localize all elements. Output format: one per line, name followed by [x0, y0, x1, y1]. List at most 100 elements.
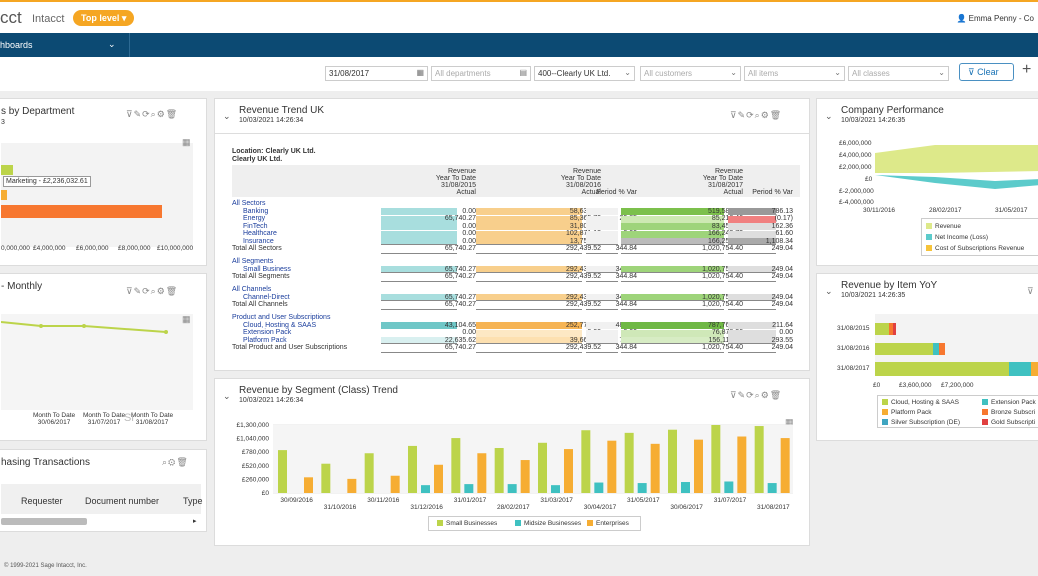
- report-value: 249.04: [771, 301, 793, 308]
- heat-cell: [728, 329, 776, 337]
- report-value: 519,587.89: [707, 207, 743, 215]
- report-row-label[interactable]: Cloud, Hosting & SAAS: [243, 321, 317, 329]
- report-value: 65,740.27: [444, 273, 476, 280]
- report-row-label[interactable]: Extension Pack: [243, 329, 292, 336]
- report-row-label[interactable]: Channel-Direct: [243, 293, 290, 301]
- chevron-down-icon[interactable]: ⌄: [223, 391, 231, 401]
- legend-swatch: [982, 399, 988, 406]
- classes-filter-value: All classes: [852, 69, 890, 78]
- report-row-label[interactable]: Small Business: [243, 265, 291, 273]
- bar-0-8: [624, 432, 634, 493]
- column-header[interactable]: Type: [183, 496, 203, 506]
- panel-tools[interactable]: ⌕⚙🗑: [162, 457, 189, 467]
- product-name: Intacct: [32, 13, 65, 25]
- heat-cell: [476, 238, 582, 245]
- panel-tools[interactable]: ⊽✎⟳⌕⚙🗑: [126, 286, 179, 296]
- report-value: 0.00: [462, 237, 476, 245]
- user-menu[interactable]: 👤 Emma Penny - Co: [956, 14, 1034, 23]
- customers-filter[interactable]: All customers ⌄: [640, 66, 741, 81]
- list-icon: ▤: [519, 68, 527, 77]
- chevron-right-icon[interactable]: ▸: [193, 518, 197, 525]
- bar-0-5: [494, 448, 504, 493]
- legend-item[interactable]: Net Income (Loss): [926, 234, 988, 241]
- legend-item[interactable]: Silver Subscription (DE): [882, 419, 960, 426]
- report-row-label[interactable]: FinTech: [243, 222, 268, 230]
- report-row-label[interactable]: Banking: [243, 207, 269, 215]
- chevron-down-icon[interactable]: ⌄: [223, 111, 231, 121]
- panel-tools[interactable]: ⊽✎⟳⌕⚙🗑: [730, 390, 783, 400]
- report-row-label[interactable]: Healthcare: [243, 230, 277, 237]
- panel-tools[interactable]: ⊽✎⟳⌕⚙🗑: [126, 109, 179, 119]
- column-header[interactable]: Document number: [85, 496, 160, 506]
- clear-filters-button[interactable]: ⊽ Clear: [959, 63, 1014, 81]
- bar-2-1: [347, 478, 357, 493]
- y-tick: 31/08/2015: [837, 325, 870, 332]
- location-filter[interactable]: 400--Clearly UK Ltd. ⌄: [534, 66, 635, 81]
- chart-menu-icon[interactable]: ▦: [182, 314, 191, 324]
- report-value: 292,439.52: [565, 265, 601, 273]
- legend-item[interactable]: Midsize Businesses: [515, 520, 581, 527]
- panel-tools[interactable]: ⊽✎⟳⌕⚙🗑: [730, 110, 783, 120]
- legend-item[interactable]: Revenue: [926, 223, 961, 230]
- report-group: Product and User Subscriptions: [232, 314, 331, 321]
- divider: [215, 133, 809, 134]
- panel-title: Revenue by Segment (Class) Trend: [239, 385, 398, 396]
- legend-item[interactable]: Cloud, Hosting & SAAS: [882, 399, 959, 406]
- sage-logo[interactable]: cct: [0, 8, 22, 27]
- chart-menu-icon[interactable]: ▦: [182, 137, 191, 147]
- scrollbar[interactable]: [1, 518, 87, 525]
- heat-cell: [728, 266, 776, 273]
- date-filter[interactable]: 31/08/2017 ▦: [325, 66, 428, 81]
- x-tick: £0: [873, 382, 881, 389]
- filter-icon[interactable]: ⊽: [1027, 286, 1035, 296]
- x-tick-line2: 31/08/2017: [135, 419, 169, 426]
- heat-cell: [621, 223, 724, 230]
- chart-menu-icon[interactable]: ▦: [785, 417, 794, 427]
- report-value: 344.84: [615, 245, 637, 252]
- chevron-down-icon[interactable]: ⌄: [825, 286, 833, 296]
- report-row-label[interactable]: Energy: [243, 215, 266, 222]
- chevron-down-icon[interactable]: ⌄: [825, 111, 833, 121]
- report-value: 292,439.52: [565, 245, 601, 252]
- legend-item[interactable]: Enterprises: [587, 520, 629, 527]
- heat-cell: [586, 215, 618, 223]
- bar-1-7: [594, 482, 604, 493]
- column-header[interactable]: Requester: [21, 496, 63, 506]
- x-tick: Month To Date 30/06/2017: [33, 412, 75, 426]
- total-rule: [586, 300, 618, 301]
- total-rule: [728, 244, 776, 245]
- report-row-label: Total Product and User Subscriptions: [232, 344, 348, 351]
- legend-item[interactable]: Bronze Subscri: [982, 409, 1035, 416]
- bar: [1, 165, 13, 175]
- departments-filter[interactable]: All departments ▤: [431, 66, 531, 81]
- items-filter[interactable]: All items ⌄: [744, 66, 845, 81]
- report-row-label[interactable]: Platform Pack: [243, 336, 287, 344]
- legend-label: Net Income (Loss): [935, 234, 989, 241]
- report-row-label[interactable]: Insurance: [243, 237, 274, 245]
- heat-cell: [586, 322, 618, 329]
- legend-swatch: [926, 223, 932, 230]
- legend-item[interactable]: Cost of Subscriptions Revenue: [926, 245, 1024, 252]
- bar: [1, 190, 7, 200]
- dashboards-menu[interactable]: hboards ⌄: [0, 33, 130, 57]
- x-tick: 31/05/2017: [627, 497, 660, 504]
- legend-item[interactable]: Gold Subscripti: [982, 419, 1035, 426]
- x-tick: 31/05/2017: [995, 207, 1028, 214]
- x-tick: £6,000,000: [76, 245, 109, 252]
- segment-bar-chart: £1,300,000 £1,040,000 £780,000 £520,000 £260…: [236, 422, 793, 511]
- classes-filter[interactable]: All classes ⌄: [848, 66, 949, 81]
- x-tick: £8,000,000: [118, 245, 151, 252]
- legend-item[interactable]: Small Businesses: [437, 520, 497, 527]
- legend-item[interactable]: Platform Pack: [882, 409, 931, 416]
- column-header-line: Year To Date: [435, 175, 476, 182]
- x-tick: £10,000,000: [157, 245, 194, 252]
- add-icon[interactable]: +: [1022, 61, 1032, 78]
- column-header-line: 31/08/2017: [707, 182, 743, 189]
- total-rule: [621, 244, 724, 245]
- legend-item[interactable]: Extension Pack: [982, 399, 1036, 406]
- legend-label: Bronze Subscri: [991, 409, 1036, 416]
- purchasing-transactions-panel: hasing Transactions ⌕⚙🗑 Requester Docume…: [0, 449, 207, 532]
- legend-label: Midsize Businesses: [524, 520, 582, 527]
- entity-level-dropdown[interactable]: Top level ▾: [73, 10, 135, 26]
- report-value: 65,740.27: [444, 265, 476, 273]
